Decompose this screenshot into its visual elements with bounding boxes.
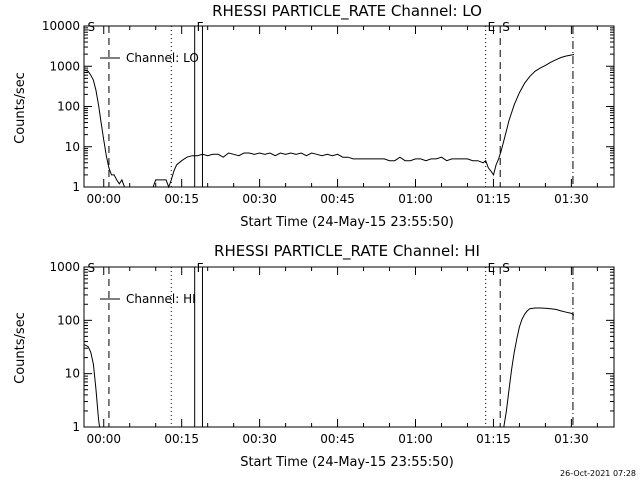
legend: Channel: LO <box>100 51 199 65</box>
series-line <box>503 307 575 428</box>
y-tick-label: 100 <box>57 313 80 327</box>
y-tick-label: 1 <box>72 180 80 194</box>
plot-frame <box>83 266 615 428</box>
event-marker-label: S <box>502 20 510 34</box>
event-marker-label: F <box>197 261 204 275</box>
event-marker-label: S <box>88 261 96 275</box>
series-lines <box>83 54 575 189</box>
x-tick-label: 00:30 <box>242 192 277 206</box>
y-tick-label: 1000 <box>49 59 80 73</box>
chart-panel-lo: RHESSI PARTICLE_RATE Channel: LO Counts/… <box>13 2 615 230</box>
event-marker-label: E <box>488 261 496 275</box>
legend-label: Channel: LO <box>126 51 199 65</box>
axis-ticks: 00:00 00:15 00:30 00:45 01:00 01:15 01:30 1 10 10… <box>42 19 614 206</box>
series-line <box>83 344 101 428</box>
series-line <box>83 69 133 188</box>
date-stamp: 26-Oct-2021 07:28 <box>560 469 636 478</box>
x-tick-label: 01:15 <box>476 192 511 206</box>
y-tick-label: 10000 <box>42 19 80 33</box>
x-tick-label: 01:30 <box>554 432 589 446</box>
y-tick-label: 10 <box>65 140 80 154</box>
x-tick-label: 01:30 <box>554 192 589 206</box>
y-axis-label: Counts/sec <box>13 72 28 144</box>
chart-title: RHESSI PARTICLE_RATE Channel: LO <box>212 2 482 21</box>
x-tick-label: 00:00 <box>86 432 121 446</box>
event-marker-label: S <box>502 261 510 275</box>
event-marker-label: F <box>197 20 204 34</box>
plot-frame-box <box>83 266 615 428</box>
series-lines <box>83 307 575 428</box>
y-tick-label: 100 <box>57 100 80 114</box>
x-tick-label: 01:00 <box>398 432 433 446</box>
x-axis-label: Start Time (24-May-15 23:55:50) <box>240 215 454 230</box>
series-line <box>152 54 575 189</box>
legend: Channel: HI <box>100 292 196 306</box>
y-axis-label: Counts/sec <box>13 312 28 384</box>
y-tick-label: 1000 <box>49 260 80 274</box>
x-tick-label: 00:15 <box>164 192 199 206</box>
legend-label: Channel: HI <box>126 292 196 306</box>
y-tick-label: 10 <box>65 367 80 381</box>
x-tick-label: 00:45 <box>320 432 355 446</box>
axis-ticks: 00:00 00:15 00:30 00:45 01:00 01:15 01:30 1 10 10… <box>49 260 614 446</box>
x-tick-label: 00:00 <box>86 192 121 206</box>
x-tick-label: 01:15 <box>476 432 511 446</box>
x-tick-label: 00:45 <box>320 192 355 206</box>
event-marker-label: E <box>488 20 496 34</box>
chart-panel-hi: RHESSI PARTICLE_RATE Channel: HI Counts/… <box>13 242 615 470</box>
y-tick-label: 1 <box>72 420 80 434</box>
x-axis-label: Start Time (24-May-15 23:55:50) <box>240 455 454 470</box>
event-marker-label: S <box>88 20 96 34</box>
x-tick-label: 01:00 <box>398 192 433 206</box>
x-tick-label: 00:30 <box>242 432 277 446</box>
chart-title: RHESSI PARTICLE_RATE Channel: HI <box>214 242 480 261</box>
x-tick-label: 00:15 <box>164 432 199 446</box>
